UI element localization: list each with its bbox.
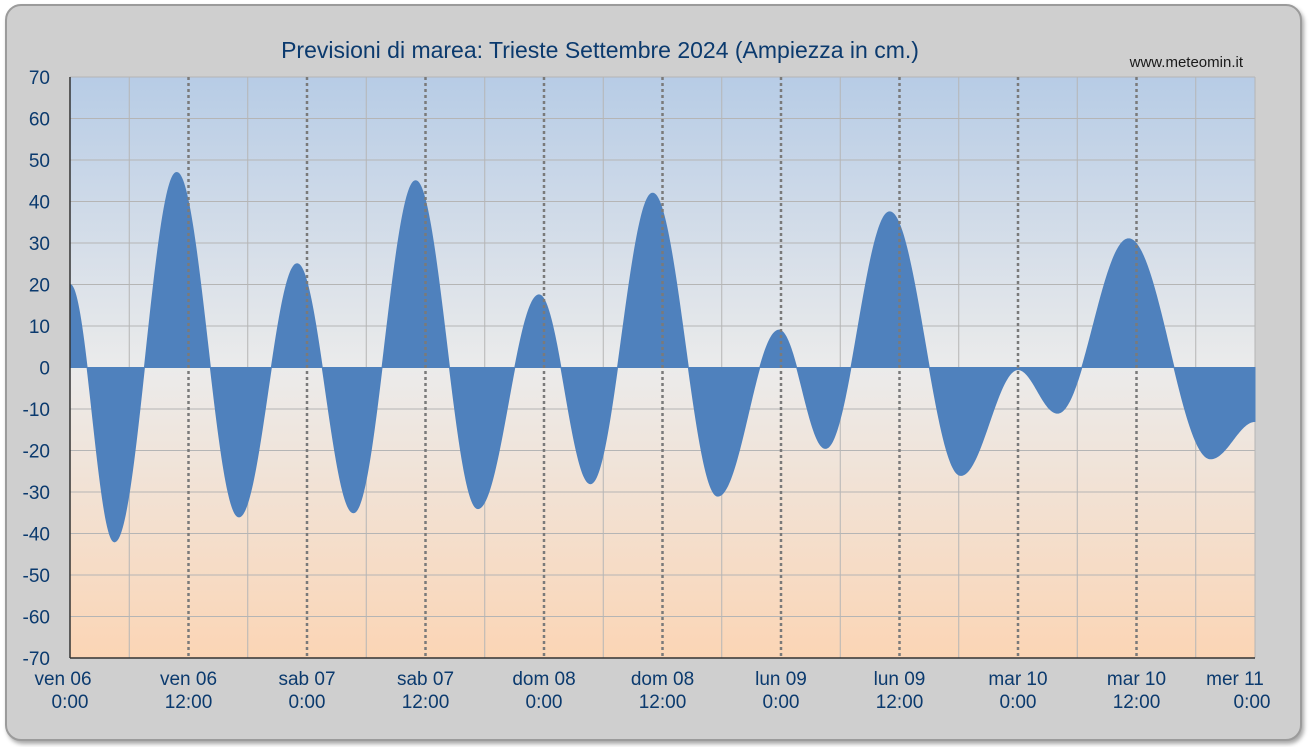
x-tick-label-day: lun 09 [874, 669, 926, 690]
x-tick-label-time: 0:00 [526, 692, 563, 713]
x-tick-label-time: 0:00 [763, 692, 800, 713]
x-tick-label-day: mar 10 [988, 669, 1047, 690]
source-label: www.meteomin.it [1129, 54, 1244, 71]
y-tick-label: -10 [23, 400, 50, 421]
x-tick-label-day: sab 07 [397, 669, 454, 690]
y-tick-label: 20 [29, 276, 50, 297]
x-tick-label-day: mer 11 [1206, 669, 1264, 690]
x-tick-label-time: 12:00 [1113, 692, 1161, 713]
x-tick-label-day: ven 06 [34, 669, 91, 690]
y-tick-label: 10 [29, 317, 50, 338]
chart-title: Previsioni di marea: Trieste Settembre 2… [281, 37, 919, 63]
x-tick-label-time: 0:00 [52, 692, 89, 713]
x-tick-label-time: 0:00 [1000, 692, 1037, 713]
x-tick-label-day: dom 08 [512, 669, 575, 690]
y-tick-label: -30 [23, 483, 50, 504]
x-tick-label-day: ven 06 [160, 669, 217, 690]
y-tick-label: -50 [23, 566, 50, 587]
y-tick-labels: 70 60 50 40 30 20 10 0 -10 -20 -30 -40 -50 -60 -70 [23, 68, 50, 670]
x-tick-label-time: 12:00 [165, 692, 213, 713]
y-tick-label: 70 [29, 68, 50, 89]
y-tick-label: 50 [29, 151, 50, 172]
y-tick-label: -20 [23, 442, 50, 463]
day-separators [187, 77, 1138, 658]
y-tick-label: -70 [23, 649, 50, 670]
x-tick-label-day: dom 08 [631, 669, 694, 690]
x-tick-label-time: 12:00 [402, 692, 450, 713]
x-tick-label-time: 0:00 [1234, 692, 1271, 713]
y-tick-label: -60 [23, 608, 50, 629]
x-tick-label-time: 12:00 [876, 692, 924, 713]
y-tick-label: 30 [29, 234, 50, 255]
y-tick-label: 0 [39, 359, 50, 380]
x-tick-label-time: 0:00 [289, 692, 326, 713]
y-tick-label: 60 [29, 110, 50, 131]
y-tick-label: 40 [29, 193, 50, 214]
x-tick-label-day: lun 09 [755, 669, 807, 690]
x-tick-label-day: sab 07 [278, 669, 335, 690]
y-tick-label: -40 [23, 525, 50, 546]
x-tick-label-time: 12:00 [639, 692, 687, 713]
x-tick-label-day: mar 10 [1107, 669, 1166, 690]
